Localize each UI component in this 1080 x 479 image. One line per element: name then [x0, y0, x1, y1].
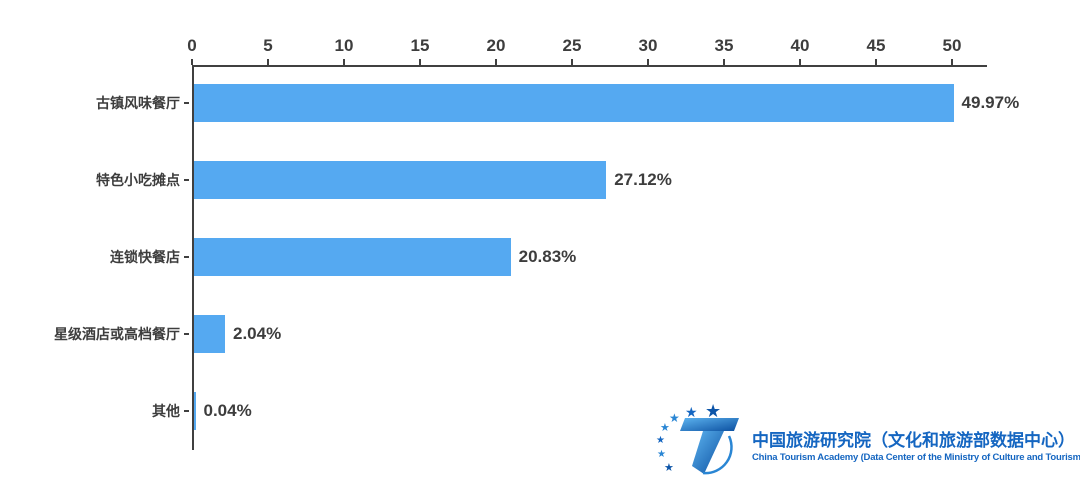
- star-icon: ★: [669, 411, 680, 425]
- bar-value-label: 2.04%: [233, 324, 282, 343]
- star-icon: ★: [705, 401, 722, 421]
- bar-value-label: 27.12%: [614, 170, 672, 189]
- category-label: 连锁快餐店: [110, 249, 180, 265]
- bar: [194, 238, 511, 276]
- bar: [194, 161, 607, 199]
- x-axis-tick-label: 0: [187, 36, 197, 55]
- x-axis-tick-label: 20: [486, 36, 506, 55]
- category-tick-mark: [184, 179, 189, 181]
- category-tick-mark: [184, 102, 189, 104]
- x-axis-tick-mark: [343, 59, 345, 65]
- bar-value-label: 49.97%: [961, 93, 1020, 112]
- x-axis-tick-label: 5: [263, 36, 273, 55]
- x-axis-tick-mark: [571, 59, 573, 65]
- category-label: 古镇风味餐厅: [96, 95, 180, 111]
- bar-value-label: 0.04%: [203, 401, 252, 420]
- star-icon: ★: [657, 449, 666, 460]
- x-axis-tick-label: 30: [638, 36, 658, 55]
- x-axis-tick-mark: [647, 59, 649, 65]
- category-tick-mark: [184, 256, 189, 258]
- bar: [194, 392, 196, 430]
- star-icon: ★: [685, 404, 698, 420]
- bar: [194, 315, 225, 353]
- category-tick-mark: [184, 333, 189, 335]
- bar: [194, 84, 954, 122]
- x-axis-tick-label: 25: [562, 36, 582, 55]
- x-axis-tick-mark: [951, 59, 953, 65]
- star-icon: ★: [660, 422, 670, 434]
- x-axis-tick-label: 10: [334, 36, 354, 55]
- branding-block: ★ ★ ★ ★ ★ ★ ★ 中国旅游研究院（文化和旅游部数据中心） China …: [655, 402, 1080, 478]
- x-axis-tick-mark: [191, 59, 193, 65]
- x-axis-tick-label: 50: [942, 36, 962, 55]
- star-icon: ★: [664, 462, 674, 474]
- category-label: 其他: [152, 403, 180, 419]
- x-axis-tick-mark: [723, 59, 725, 65]
- bar-value-label: 20.83%: [518, 247, 577, 266]
- x-axis-tick-mark: [495, 59, 497, 65]
- x-axis-tick-mark: [875, 59, 877, 65]
- category-label: 星级酒店或高档餐厅: [54, 326, 180, 342]
- plot-area: 49.97% 27.12% 20.83% 2.04% 0.04%: [192, 65, 1019, 450]
- star-icon: ★: [656, 435, 665, 446]
- org-name-cn: 中国旅游研究院（文化和旅游部数据中心）: [752, 431, 1075, 450]
- x-axis-tick-label: 35: [714, 36, 734, 55]
- x-axis-tick-mark: [419, 59, 421, 65]
- category-label: 特色小吃摊点: [96, 172, 180, 188]
- tourism-academy-t-icon: [680, 418, 739, 475]
- category-tick-mark: [184, 410, 189, 412]
- x-axis-tick-label: 40: [790, 36, 810, 55]
- x-axis-tick-label: 15: [410, 36, 430, 55]
- org-name-en: China Tourism Academy (Data Center of th…: [752, 452, 1080, 463]
- x-axis-tick-mark: [799, 59, 801, 65]
- x-axis-tick-mark: [267, 59, 269, 65]
- x-axis-tick-label: 45: [866, 36, 886, 55]
